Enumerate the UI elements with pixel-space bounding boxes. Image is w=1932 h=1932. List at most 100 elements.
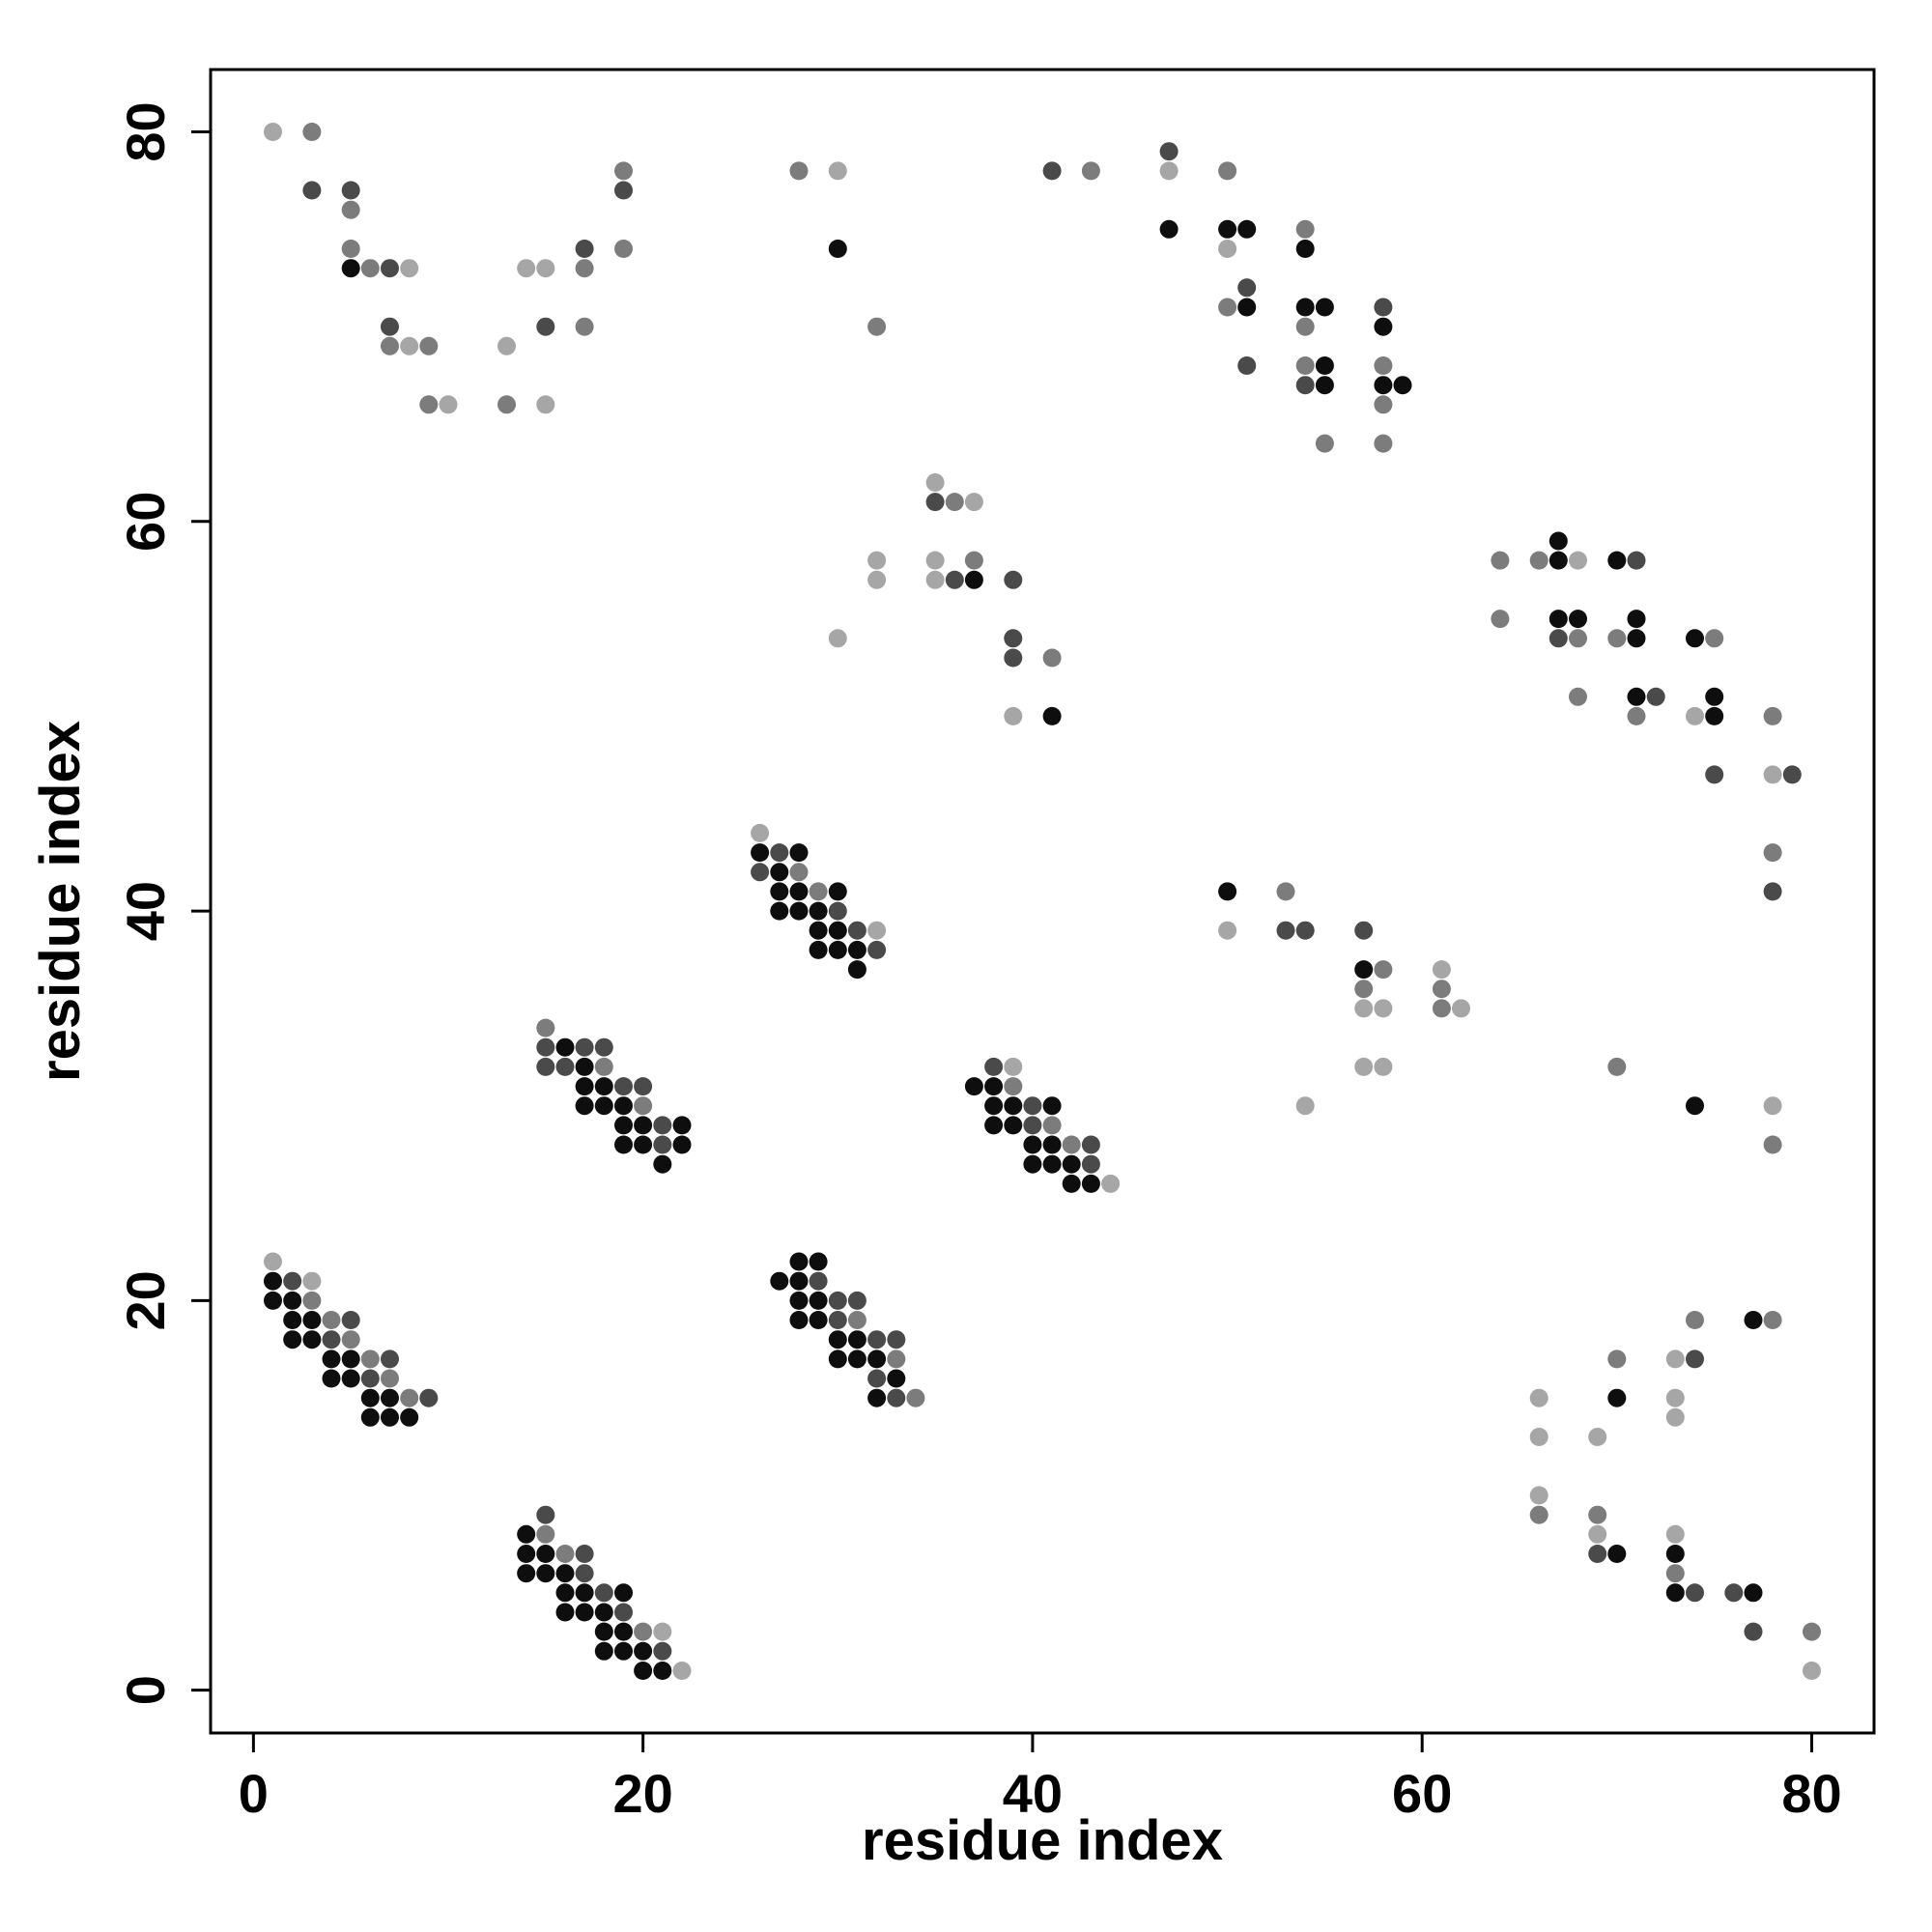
contact-point	[536, 1524, 555, 1544]
contact-point	[575, 1583, 594, 1603]
contact-point	[1295, 1096, 1315, 1116]
contact-point	[1374, 395, 1393, 414]
contact-point	[1548, 610, 1568, 629]
contact-point	[984, 1096, 1004, 1116]
contact-point	[1023, 1154, 1042, 1174]
contact-point	[1686, 1311, 1704, 1329]
y-tick-label: 20	[115, 1270, 176, 1330]
contact-point	[867, 921, 887, 940]
contact-point	[575, 1096, 594, 1116]
contact-point	[789, 901, 809, 921]
contact-point	[1665, 1407, 1685, 1427]
contact-point	[536, 259, 555, 278]
contact-point	[341, 1350, 360, 1369]
contact-point	[1569, 610, 1587, 629]
contact-point	[1315, 356, 1334, 375]
contact-point	[1686, 1350, 1704, 1369]
contact-point	[1218, 219, 1237, 239]
contact-point	[634, 1641, 653, 1661]
contact-point	[381, 1407, 399, 1427]
contact-point	[1295, 219, 1315, 239]
contact-point	[555, 1057, 575, 1076]
contact-point	[400, 259, 419, 278]
contact-point	[925, 570, 945, 589]
contact-point	[1004, 1057, 1023, 1076]
contact-point	[1627, 610, 1646, 629]
contact-point	[1354, 980, 1374, 999]
contact-point	[575, 259, 594, 278]
contact-point	[381, 317, 399, 336]
contact-point	[1393, 376, 1412, 395]
contact-point	[789, 882, 809, 901]
contact-point	[1218, 921, 1237, 940]
contact-point	[536, 395, 555, 414]
contact-point	[1295, 356, 1315, 375]
contact-point	[1529, 1486, 1548, 1505]
contact-point	[887, 1330, 906, 1350]
contact-point	[672, 1135, 692, 1154]
contact-point	[1276, 882, 1295, 901]
contact-point	[302, 1311, 322, 1329]
contact-point	[1607, 551, 1627, 570]
contact-point	[847, 1330, 867, 1350]
contact-point	[283, 1330, 302, 1350]
contact-point	[1062, 1174, 1081, 1193]
contact-point	[1295, 921, 1315, 940]
contact-point	[1042, 648, 1062, 668]
contact-point	[984, 1077, 1004, 1096]
contact-point	[1354, 1057, 1374, 1076]
contact-point	[828, 940, 847, 959]
contact-point	[1081, 1154, 1100, 1174]
contact-point	[555, 1603, 575, 1622]
contact-point	[1627, 687, 1646, 706]
contact-point	[751, 823, 770, 842]
contact-point	[1042, 706, 1062, 725]
y-tick-label: 0	[115, 1675, 176, 1705]
contact-point	[1588, 1545, 1607, 1563]
contact-point	[302, 123, 322, 141]
contact-point	[1665, 1350, 1685, 1369]
contact-point	[517, 1564, 536, 1583]
contact-point	[1081, 161, 1100, 181]
contact-point	[1374, 960, 1393, 980]
contact-point	[1315, 434, 1334, 453]
contact-point	[925, 551, 945, 570]
contact-point	[419, 395, 439, 414]
contact-point	[751, 843, 770, 863]
x-axis-title: residue index	[862, 1809, 1223, 1872]
contact-point	[1237, 278, 1257, 298]
contact-point	[964, 1077, 983, 1096]
contact-point	[594, 1603, 613, 1622]
contact-point	[1529, 1388, 1548, 1407]
contact-point	[1004, 1096, 1023, 1116]
contact-point	[1665, 1388, 1685, 1407]
contact-point	[1665, 1545, 1685, 1563]
x-tick-label: 80	[1781, 1763, 1841, 1824]
contact-point	[555, 1583, 575, 1603]
contact-point	[789, 1291, 809, 1310]
contact-point	[672, 1662, 692, 1680]
contact-point	[517, 1545, 536, 1563]
contact-point	[867, 570, 887, 589]
contact-point	[828, 1330, 847, 1350]
contact-point	[302, 1330, 322, 1350]
y-tick-label: 60	[115, 492, 176, 552]
contact-point	[575, 1057, 594, 1076]
contact-point	[1548, 551, 1568, 570]
contact-point	[1042, 1135, 1062, 1154]
contact-point	[536, 1037, 555, 1057]
contact-point	[828, 629, 847, 648]
contact-point	[1004, 1077, 1023, 1096]
contact-point	[614, 1622, 633, 1641]
y-axis-title: residue index	[29, 721, 92, 1082]
contact-point	[828, 901, 847, 921]
contact-point	[1763, 765, 1782, 784]
contact-point	[1705, 687, 1724, 706]
contact-point	[1354, 999, 1374, 1018]
contact-point	[828, 1291, 847, 1310]
contact-point	[1374, 999, 1393, 1018]
contact-point	[1315, 376, 1334, 395]
contact-point	[341, 1369, 360, 1388]
contact-point	[1763, 1311, 1782, 1329]
